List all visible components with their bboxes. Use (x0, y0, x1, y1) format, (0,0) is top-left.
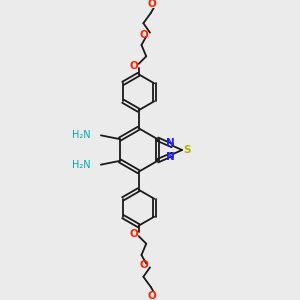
Text: O: O (130, 61, 138, 71)
Text: S: S (183, 145, 190, 155)
Text: O: O (148, 291, 156, 300)
Text: H₂N: H₂N (72, 160, 91, 170)
Text: O: O (139, 260, 148, 270)
Text: O: O (139, 30, 148, 40)
Text: O: O (130, 229, 138, 239)
Text: N: N (166, 138, 175, 148)
Text: H₂N: H₂N (72, 130, 91, 140)
Text: N: N (166, 152, 175, 162)
Text: O: O (148, 0, 156, 9)
